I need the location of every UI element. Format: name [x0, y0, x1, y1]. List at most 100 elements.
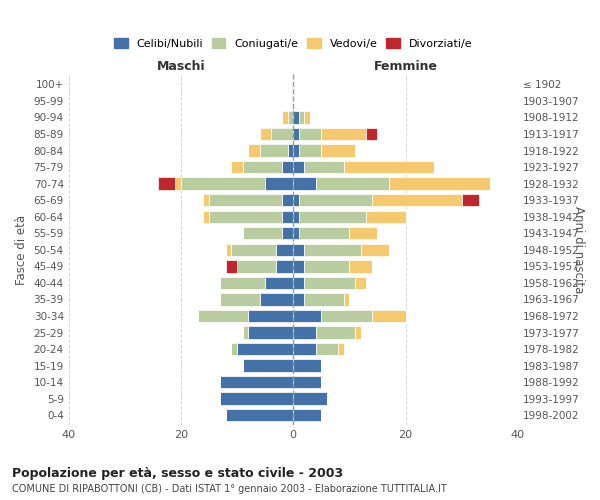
Bar — [338, 343, 344, 355]
Bar — [361, 244, 389, 256]
Bar — [243, 360, 293, 372]
Bar — [293, 392, 327, 405]
Text: Maschi: Maschi — [157, 60, 205, 73]
Bar — [181, 178, 265, 190]
Bar — [282, 194, 293, 206]
Bar — [299, 227, 349, 239]
Bar — [366, 210, 406, 223]
Bar — [265, 276, 293, 289]
Bar — [304, 260, 349, 272]
Bar — [293, 210, 299, 223]
Bar — [232, 161, 243, 173]
Bar — [282, 161, 293, 173]
Bar — [293, 293, 304, 306]
Bar — [260, 144, 287, 157]
Bar — [293, 260, 304, 272]
Bar — [209, 210, 282, 223]
Bar — [293, 178, 316, 190]
Bar — [344, 293, 349, 306]
Bar — [299, 128, 322, 140]
Bar — [260, 293, 293, 306]
Bar — [226, 244, 232, 256]
Legend: Celibi/Nubili, Coniugati/e, Vedovi/e, Divorziati/e: Celibi/Nubili, Coniugati/e, Vedovi/e, Di… — [111, 34, 475, 52]
Bar — [316, 178, 389, 190]
Bar — [349, 227, 377, 239]
Bar — [282, 112, 287, 124]
Bar — [293, 227, 299, 239]
Bar — [304, 244, 361, 256]
Bar — [366, 128, 377, 140]
Bar — [287, 112, 293, 124]
Bar — [293, 244, 304, 256]
Bar — [260, 128, 271, 140]
Bar — [299, 210, 366, 223]
Bar — [265, 178, 293, 190]
Bar — [271, 128, 293, 140]
Bar — [237, 260, 277, 272]
Text: Popolazione per età, sesso e stato civile - 2003: Popolazione per età, sesso e stato civil… — [12, 468, 343, 480]
Text: Femmine: Femmine — [374, 60, 437, 73]
Bar — [293, 326, 316, 338]
Bar — [461, 194, 479, 206]
Bar — [293, 194, 299, 206]
Bar — [220, 293, 260, 306]
Bar — [293, 376, 322, 388]
Bar — [293, 128, 299, 140]
Bar — [304, 276, 355, 289]
Bar — [322, 310, 372, 322]
Bar — [248, 144, 260, 157]
Bar — [226, 260, 237, 272]
Bar — [372, 310, 406, 322]
Y-axis label: Anni di nascita: Anni di nascita — [572, 206, 585, 294]
Bar — [322, 144, 355, 157]
Bar — [243, 227, 282, 239]
Bar — [277, 244, 293, 256]
Bar — [316, 326, 355, 338]
Bar — [322, 128, 366, 140]
Bar — [349, 260, 372, 272]
Bar — [304, 112, 310, 124]
Bar — [293, 161, 304, 173]
Bar — [293, 310, 322, 322]
Bar — [277, 260, 293, 272]
Bar — [237, 343, 293, 355]
Bar — [293, 276, 304, 289]
Bar — [226, 409, 293, 422]
Bar — [282, 227, 293, 239]
Bar — [220, 276, 265, 289]
Bar — [232, 343, 237, 355]
Bar — [232, 244, 277, 256]
Bar — [299, 194, 372, 206]
Bar — [248, 310, 293, 322]
Bar — [293, 112, 299, 124]
Bar — [293, 360, 322, 372]
Bar — [299, 144, 322, 157]
Bar — [293, 343, 316, 355]
Bar — [372, 194, 461, 206]
Bar — [304, 161, 344, 173]
Text: COMUNE DI RIPABOTTONI (CB) - Dati ISTAT 1° gennaio 2003 - Elaborazione TUTTITALI: COMUNE DI RIPABOTTONI (CB) - Dati ISTAT … — [12, 484, 447, 494]
Bar — [203, 194, 209, 206]
Y-axis label: Fasce di età: Fasce di età — [15, 215, 28, 285]
Bar — [243, 161, 282, 173]
Bar — [293, 409, 322, 422]
Bar — [243, 326, 248, 338]
Bar — [220, 392, 293, 405]
Bar — [209, 194, 282, 206]
Bar — [316, 343, 338, 355]
Bar — [287, 144, 293, 157]
Bar — [304, 293, 344, 306]
Bar — [175, 178, 181, 190]
Bar — [293, 144, 299, 157]
Bar — [282, 210, 293, 223]
Bar — [248, 326, 293, 338]
Bar — [220, 376, 293, 388]
Bar — [198, 310, 248, 322]
Bar — [203, 210, 209, 223]
Bar — [355, 326, 361, 338]
Bar — [389, 178, 490, 190]
Bar — [344, 161, 434, 173]
Bar — [355, 276, 366, 289]
Bar — [158, 178, 175, 190]
Bar — [299, 112, 304, 124]
